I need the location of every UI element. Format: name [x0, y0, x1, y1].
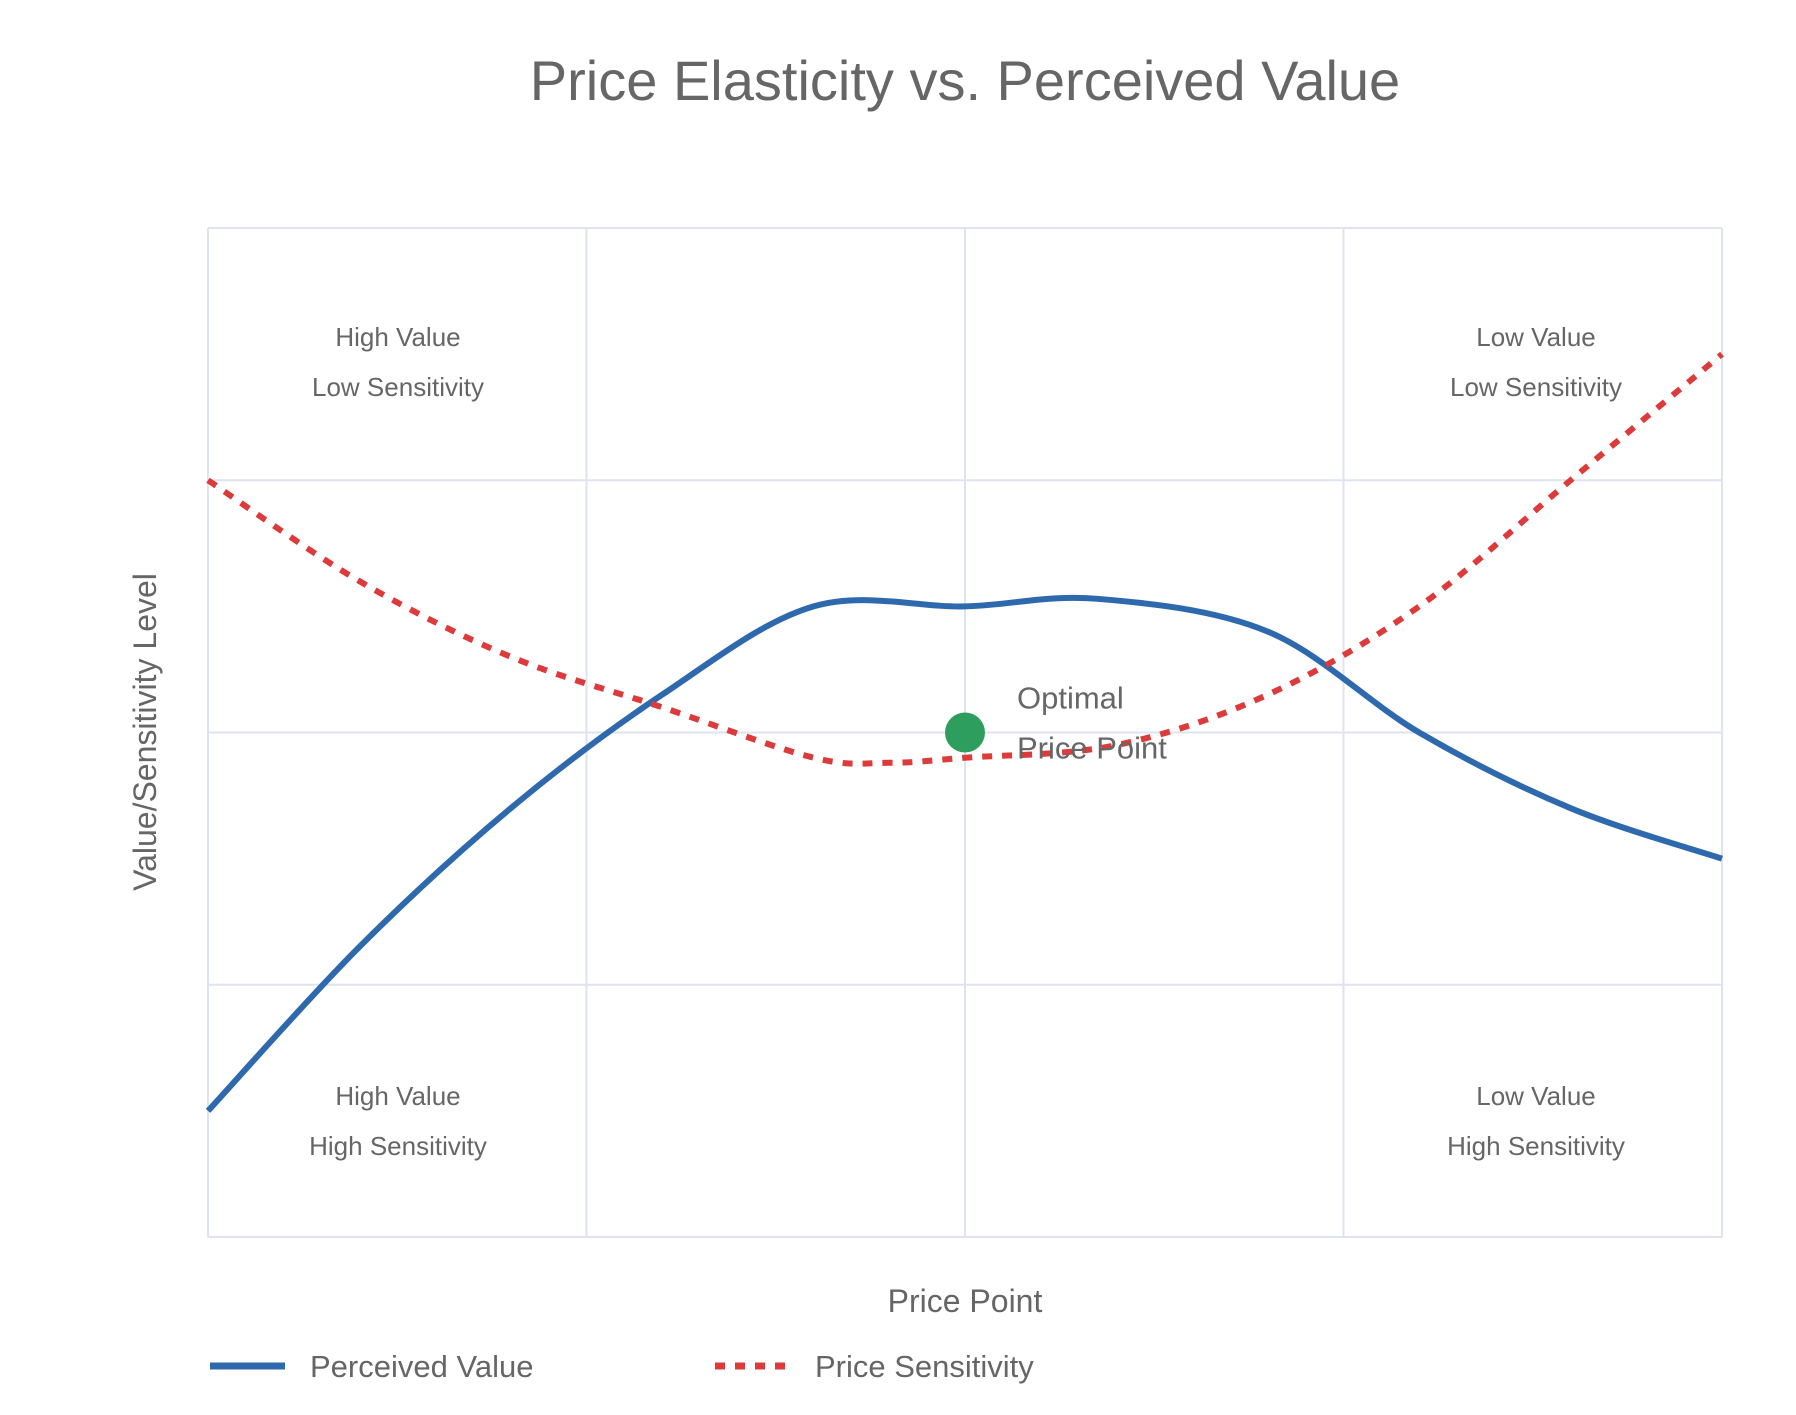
quadrant-label-bottom-right: High Sensitivity [1447, 1131, 1625, 1161]
chart-title: Price Elasticity vs. Perceived Value [530, 49, 1400, 112]
quadrant-label-top-right: Low Sensitivity [1450, 372, 1622, 402]
quadrant-label-bottom-right: Low Value [1476, 1081, 1596, 1111]
perceived-value-line [205, 594, 1723, 1113]
quadrant-label-top-left: Low Sensitivity [312, 372, 484, 402]
optimal-point-marker [945, 712, 985, 753]
series-lines [205, 351, 1724, 1113]
legend-label-perceived-value: Perceived Value [310, 1349, 533, 1384]
y-axis-label: Value/Sensitivity Level [127, 573, 163, 891]
price-sensitivity-line [206, 351, 1724, 767]
x-axis-label: Price Point [888, 1283, 1043, 1319]
quadrant-label-bottom-left: High Sensitivity [309, 1131, 487, 1161]
quadrant-labels: High Value Low Sensitivity Low Value Low Se… [309, 322, 1625, 1161]
optimal-point-label: Optimal [1017, 681, 1124, 716]
legend-label-price-sensitivity: Price Sensitivity [815, 1349, 1034, 1384]
annotations: Optimal Price Point [945, 681, 1167, 766]
quadrant-label-top-left: High Value [335, 322, 460, 352]
legend: Perceived Value Price Sensitivity [210, 1349, 1034, 1384]
optimal-point-label: Price Point [1017, 731, 1167, 766]
quadrant-label-top-right: Low Value [1476, 322, 1596, 352]
quadrant-label-bottom-left: High Value [335, 1081, 460, 1111]
